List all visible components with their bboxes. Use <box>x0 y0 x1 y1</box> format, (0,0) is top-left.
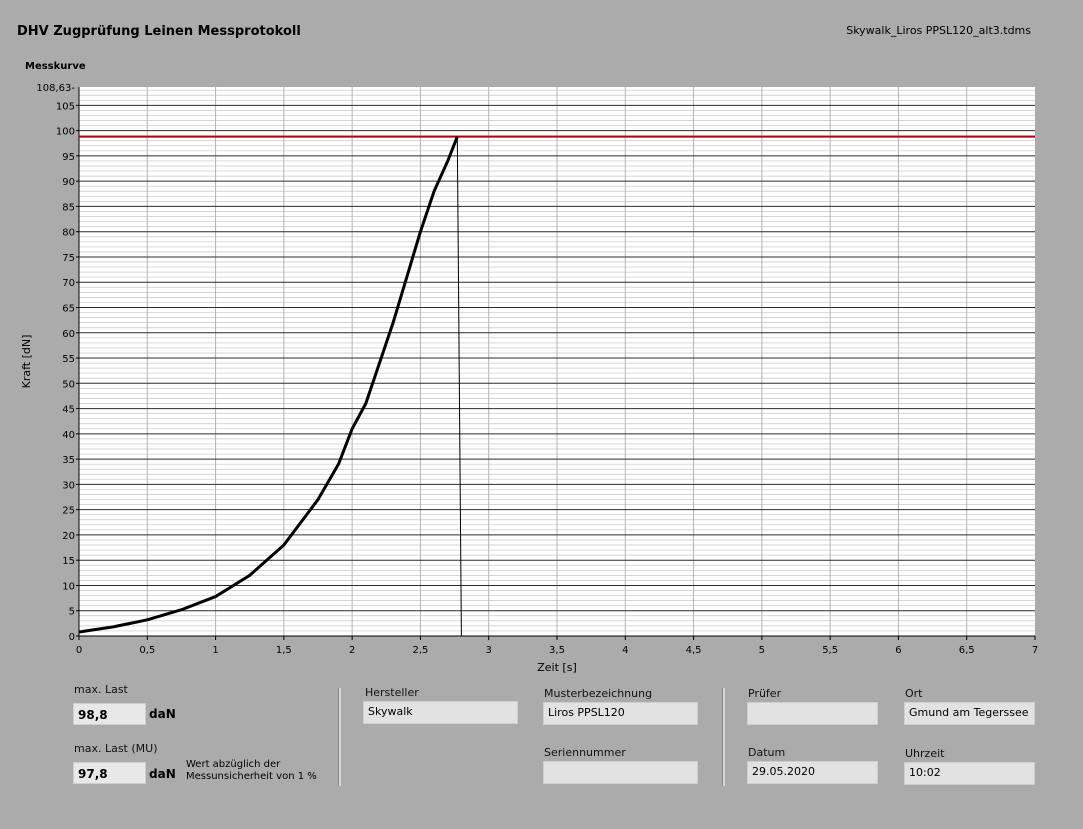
y-tick-label: 55 <box>62 354 75 365</box>
x-tick-label: 0 <box>76 645 82 656</box>
y-tick-label: 50 <box>62 379 75 390</box>
max-last-mu-label: max. Last (MU) <box>74 742 158 755</box>
serien-field[interactable] <box>543 761 698 784</box>
y-tick-label: 105 <box>56 101 75 112</box>
x-tick-label: 4 <box>622 645 628 656</box>
y-tick-label: 25 <box>62 506 75 517</box>
max-last-value: 98,8 <box>73 703 146 725</box>
datum-field[interactable]: 29.05.2020 <box>747 761 878 784</box>
pruefer-field[interactable] <box>747 702 878 725</box>
y-tick-label: 40 <box>62 430 75 441</box>
chart-title: Messkurve <box>25 61 86 72</box>
max-last-mu-unit: daN <box>149 767 176 781</box>
y-tick-label: 35 <box>62 455 75 466</box>
muster-label: Musterbezeichnung <box>544 687 653 700</box>
y-tick-label: 30 <box>62 480 75 491</box>
y-tick-label: 100 <box>56 127 75 138</box>
x-tick-label: 7 <box>1032 645 1038 656</box>
y-tick-label: 75 <box>62 253 75 264</box>
x-tick-label: 2 <box>349 645 355 656</box>
y-tick-label: 90 <box>62 177 75 188</box>
ort-label: Ort <box>905 687 923 700</box>
hersteller-field[interactable]: Skywalk <box>363 701 518 724</box>
y-tick-label: 45 <box>62 405 75 416</box>
uhrzeit-field[interactable]: 10:02 <box>904 762 1035 785</box>
pruefer-label: Prüfer <box>748 687 782 700</box>
y-tick-label: 5 <box>69 607 75 618</box>
serien-label: Seriennummer <box>544 746 626 759</box>
separator <box>338 688 341 786</box>
uhrzeit-label: Uhrzeit <box>905 747 945 760</box>
x-tick-label: 3,5 <box>549 645 565 656</box>
break-drop-line <box>456 136 462 637</box>
x-tick-label: 2,5 <box>412 645 428 656</box>
datum-label: Datum <box>748 746 786 759</box>
x-tick-label: 5,5 <box>822 645 838 656</box>
y-axis-label: Kraft [dN] <box>20 335 33 389</box>
max-last-unit: daN <box>149 707 176 721</box>
y-tick-label: 80 <box>62 228 75 239</box>
page-title: DHV Zugprüfung Leinen Messprotokoll <box>17 24 301 39</box>
y-tick-label: 60 <box>62 329 75 340</box>
force-curve <box>78 136 459 634</box>
x-tick-label: 4,5 <box>686 645 702 656</box>
x-tick-label: 6,5 <box>959 645 975 656</box>
x-tick-label: 1 <box>212 645 218 656</box>
ort-field[interactable]: Gmund am Tegerssee <box>904 702 1035 725</box>
y-tick-label: 15 <box>62 556 75 567</box>
x-axis-label: Zeit [s] <box>537 661 576 674</box>
y-max-label: 108,63- <box>36 83 75 94</box>
y-tick-label: 65 <box>62 303 75 314</box>
x-tick-label: 1,5 <box>276 645 292 656</box>
x-tick-label: 0,5 <box>139 645 155 656</box>
y-tick-label: 70 <box>62 278 75 289</box>
x-tick-label: 3 <box>486 645 492 656</box>
y-tick-label: 0 <box>69 632 75 643</box>
y-tick-label: 95 <box>62 152 75 163</box>
file-name: Skywalk_Liros PPSL120_alt3.tdms <box>846 24 1031 37</box>
hersteller-label: Hersteller <box>365 686 419 699</box>
mu-note: Wert abzüglich der Messunsicherheit von … <box>186 759 317 782</box>
max-last-mu-value: 97,8 <box>73 762 146 784</box>
x-tick-label: 5 <box>759 645 765 656</box>
separator <box>722 688 725 786</box>
y-tick-label: 10 <box>62 581 75 592</box>
force-time-chart: 0510152025303540455055606570758085909510… <box>20 83 1038 674</box>
x-tick-label: 6 <box>895 645 901 656</box>
y-tick-label: 20 <box>62 531 75 542</box>
muster-field[interactable]: Liros PPSL120 <box>543 702 698 725</box>
y-tick-label: 85 <box>62 202 75 213</box>
max-last-label: max. Last <box>74 683 128 696</box>
